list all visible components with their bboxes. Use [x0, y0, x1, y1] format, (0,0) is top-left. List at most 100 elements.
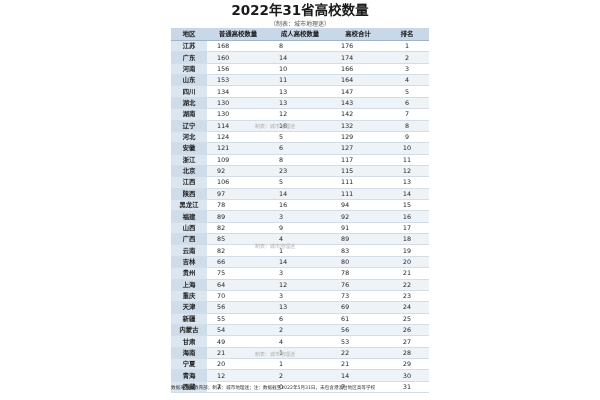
rank-cell: 31 — [385, 381, 429, 394]
rank-cell: 18 — [385, 233, 429, 246]
regular-count-cell: 12 — [207, 369, 269, 382]
adult-count-cell: 6 — [269, 142, 331, 155]
regular-count-cell: 55 — [207, 313, 269, 326]
table-row: 云南 82 1 83 19 — [171, 244, 429, 257]
table-row: 湖北 130 13 143 6 — [171, 97, 429, 110]
total-count-cell: 92 — [331, 210, 385, 223]
table-row: 福建 89 3 92 16 — [171, 210, 429, 223]
table-row: 重庆 70 3 73 23 — [171, 290, 429, 303]
table-row: 河北 124 5 129 9 — [171, 131, 429, 144]
rank-cell: 17 — [385, 222, 429, 235]
rank-cell: 7 — [385, 108, 429, 121]
region-cell: 四川 — [171, 85, 207, 98]
university-count-table: 地区 普通高校数量 成人高校数量 高校合计 排名 江苏 168 8 176 1 广东 160… — [171, 28, 429, 394]
total-count-cell: 73 — [331, 290, 385, 303]
rank-cell: 20 — [385, 256, 429, 269]
regular-count-cell: 49 — [207, 335, 269, 348]
regular-count-cell: 109 — [207, 154, 269, 166]
rank-cell: 10 — [385, 142, 429, 155]
total-count-cell: 83 — [331, 244, 385, 257]
region-cell: 西藏 — [171, 381, 207, 394]
total-count-cell: 117 — [331, 154, 385, 166]
rank-cell: 6 — [385, 97, 429, 110]
table-row: 贵州 75 3 78 21 — [171, 267, 429, 280]
regular-count-cell: 66 — [207, 256, 269, 269]
watermark-text: 制表：城市地理迷 — [255, 124, 296, 130]
rank-cell: 24 — [385, 301, 429, 314]
region-cell: 山东 — [171, 74, 207, 87]
adult-count-cell: 1 — [269, 244, 331, 257]
table-row: 海南 21 1 22 28 — [171, 347, 429, 360]
table-row: 广西 85 4 89 18 — [171, 233, 429, 246]
region-cell: 陕西 — [171, 188, 207, 201]
region-cell: 新疆 — [171, 313, 207, 326]
table-row: 辽宁 114 18 132 8 — [171, 120, 429, 132]
rank-cell: 27 — [385, 335, 429, 348]
rank-cell: 23 — [385, 290, 429, 303]
table-row: 吉林 66 14 80 20 — [171, 256, 429, 269]
regular-count-cell: 121 — [207, 142, 269, 155]
regular-count-cell: 7 — [207, 381, 269, 394]
rank-cell: 11 — [385, 154, 429, 166]
adult-count-cell: 0 — [269, 381, 331, 394]
region-cell: 云南 — [171, 244, 207, 257]
region-cell: 内蒙古 — [171, 324, 207, 337]
region-cell: 广东 — [171, 51, 207, 64]
region-cell: 北京 — [171, 165, 207, 178]
regular-count-cell: 64 — [207, 279, 269, 291]
column-header-rank: 排名 — [385, 28, 429, 41]
region-cell: 河北 — [171, 131, 207, 144]
adult-count-cell: 5 — [269, 176, 331, 189]
table-row: 江西 106 5 111 13 — [171, 176, 429, 189]
regular-count-cell: 114 — [207, 120, 269, 132]
rank-cell: 22 — [385, 279, 429, 291]
adult-count-cell: 5 — [269, 131, 331, 144]
table-row: 湖南 130 12 142 7 — [171, 108, 429, 121]
region-cell: 重庆 — [171, 290, 207, 303]
total-count-cell: 142 — [331, 108, 385, 121]
adult-count-cell: 9 — [269, 222, 331, 235]
rank-cell: 15 — [385, 199, 429, 212]
total-count-cell: 127 — [331, 142, 385, 155]
regular-count-cell: 134 — [207, 85, 269, 98]
rank-cell: 19 — [385, 244, 429, 257]
table-row: 广东 160 14 174 2 — [171, 51, 429, 64]
adult-count-cell: 12 — [269, 108, 331, 121]
region-cell: 贵州 — [171, 267, 207, 280]
table-title: 2022年31省高校数量 — [231, 3, 369, 19]
total-count-cell: 166 — [331, 63, 385, 76]
rank-cell: 4 — [385, 74, 429, 87]
rank-cell: 16 — [385, 210, 429, 223]
adult-count-cell: 12 — [269, 279, 331, 291]
adult-count-cell: 13 — [269, 301, 331, 314]
regular-count-cell: 54 — [207, 324, 269, 337]
adult-count-cell: 13 — [269, 97, 331, 110]
table-row: 新疆 55 6 61 25 — [171, 313, 429, 326]
total-count-cell: 111 — [331, 176, 385, 189]
adult-count-cell: 1 — [269, 358, 331, 371]
adult-count-cell: 6 — [269, 313, 331, 326]
total-count-cell: 111 — [331, 188, 385, 201]
regular-count-cell: 97 — [207, 188, 269, 201]
adult-count-cell: 10 — [269, 63, 331, 76]
region-cell: 山西 — [171, 222, 207, 235]
region-cell: 安徽 — [171, 142, 207, 155]
regular-count-cell: 92 — [207, 165, 269, 178]
rank-cell: 21 — [385, 267, 429, 280]
total-count-cell: 61 — [331, 313, 385, 326]
regular-count-cell: 153 — [207, 74, 269, 87]
regular-count-cell: 168 — [207, 40, 269, 53]
rank-cell: 30 — [385, 369, 429, 382]
rank-cell: 1 — [385, 40, 429, 53]
total-count-cell: 22 — [331, 347, 385, 360]
column-header-total: 高校合计 — [331, 28, 385, 41]
adult-count-cell: 3 — [269, 210, 331, 223]
rank-cell: 26 — [385, 324, 429, 337]
footer-note: 数据来源：教育部；制表：城市地理迷；注：数据截至2022年5月31日，未包含港澳… — [171, 386, 376, 391]
total-count-cell: 78 — [331, 267, 385, 280]
regular-count-cell: 106 — [207, 176, 269, 189]
table-row: 浙江 109 8 117 11 — [171, 154, 429, 166]
region-cell: 湖北 — [171, 97, 207, 110]
table-row: 山西 82 9 91 17 — [171, 222, 429, 235]
table-row: 江苏 168 8 176 1 — [171, 40, 429, 53]
